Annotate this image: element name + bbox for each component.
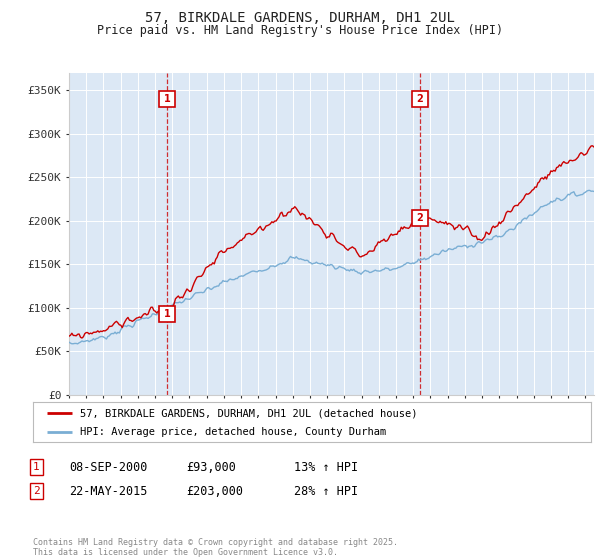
Text: 2: 2: [416, 94, 424, 104]
Text: Price paid vs. HM Land Registry's House Price Index (HPI): Price paid vs. HM Land Registry's House …: [97, 24, 503, 36]
Text: 1: 1: [33, 462, 40, 472]
Text: 1: 1: [164, 309, 170, 319]
Text: 13% ↑ HPI: 13% ↑ HPI: [294, 460, 358, 474]
Text: 2: 2: [33, 486, 40, 496]
Text: 57, BIRKDALE GARDENS, DURHAM, DH1 2UL: 57, BIRKDALE GARDENS, DURHAM, DH1 2UL: [145, 11, 455, 25]
Text: £93,000: £93,000: [186, 460, 236, 474]
Text: 57, BIRKDALE GARDENS, DURHAM, DH1 2UL (detached house): 57, BIRKDALE GARDENS, DURHAM, DH1 2UL (d…: [80, 408, 418, 418]
Text: 2: 2: [416, 213, 424, 223]
Text: Contains HM Land Registry data © Crown copyright and database right 2025.
This d: Contains HM Land Registry data © Crown c…: [33, 538, 398, 557]
Text: 08-SEP-2000: 08-SEP-2000: [69, 460, 148, 474]
Text: 1: 1: [164, 94, 170, 104]
Text: 28% ↑ HPI: 28% ↑ HPI: [294, 484, 358, 498]
Text: £203,000: £203,000: [186, 484, 243, 498]
Text: HPI: Average price, detached house, County Durham: HPI: Average price, detached house, Coun…: [80, 427, 386, 437]
Text: 22-MAY-2015: 22-MAY-2015: [69, 484, 148, 498]
